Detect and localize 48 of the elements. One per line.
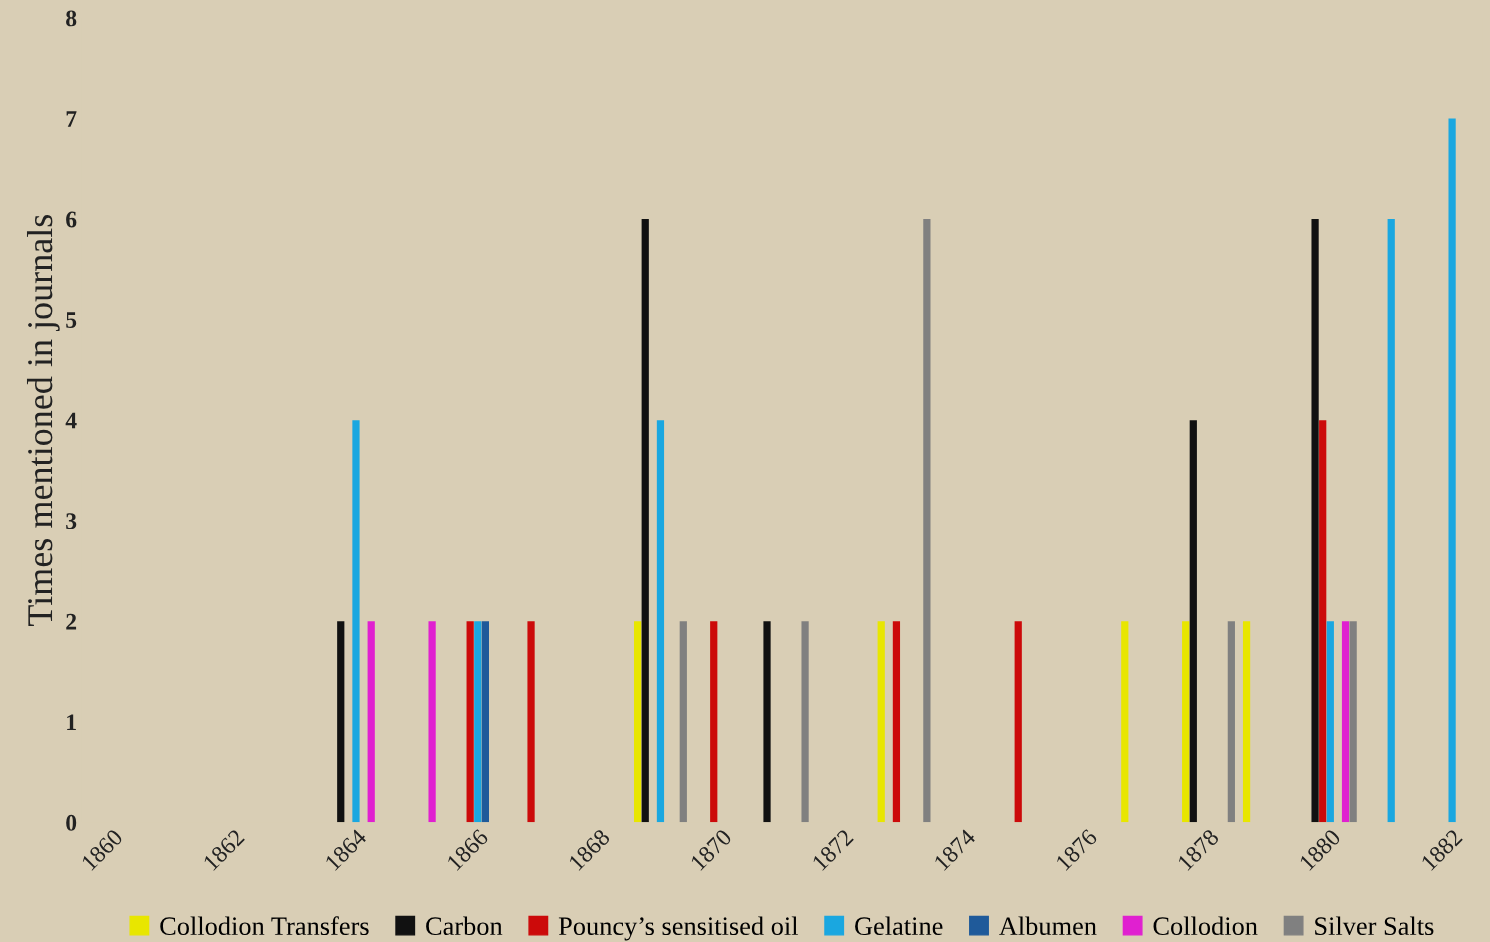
- bar: [710, 621, 718, 823]
- y-tick-label: 3: [66, 513, 77, 530]
- bar: [527, 621, 535, 823]
- bar: [877, 621, 885, 823]
- bar: [923, 219, 931, 823]
- legend-label: Carbon: [426, 916, 503, 936]
- bar: [428, 621, 436, 823]
- legend-label: Collodion Transfers: [160, 916, 369, 936]
- bar: [679, 621, 687, 823]
- bar: [1227, 621, 1235, 823]
- bar: [1448, 118, 1456, 823]
- bar: [367, 621, 375, 823]
- y-tick-label: 7: [66, 111, 77, 127]
- bar: [763, 621, 771, 823]
- bar: [801, 621, 809, 823]
- y-axis-title: Times mentioned in journals: [26, 214, 60, 626]
- bar: [1311, 219, 1319, 823]
- bar: [1182, 621, 1190, 823]
- legend-label: Collodion: [1153, 916, 1258, 936]
- y-tick-label: 6: [66, 211, 77, 228]
- legend-label: Albumen: [999, 916, 1097, 936]
- legend-label: Gelatine: [855, 916, 943, 936]
- bar: [641, 219, 649, 823]
- bar: [352, 420, 360, 823]
- bar: [1387, 219, 1395, 823]
- y-tick-label: 8: [66, 10, 77, 27]
- bar: [1326, 621, 1334, 823]
- legend-label: Silver Salts: [1315, 916, 1434, 936]
- bar: [656, 420, 665, 823]
- bar: [337, 621, 345, 823]
- bar: [1189, 420, 1197, 823]
- bar: [1242, 621, 1251, 823]
- bar: [1014, 621, 1022, 823]
- bar: [1121, 621, 1129, 823]
- y-tick-label: 1: [67, 714, 76, 730]
- bar: [634, 621, 642, 823]
- bar: [466, 621, 474, 823]
- bar: [474, 621, 482, 823]
- y-tick-label: 2: [66, 613, 77, 630]
- bar: [1319, 420, 1327, 823]
- legend-label: Pouncy’s sensitised oil: [558, 916, 799, 941]
- bar: [481, 621, 489, 823]
- y-tick-label: 0: [66, 814, 77, 831]
- y-tick-label: 5: [66, 312, 77, 328]
- bar: [1341, 621, 1350, 823]
- bar: [892, 621, 901, 823]
- bar: [1349, 621, 1357, 823]
- y-tick-label: 4: [65, 412, 77, 429]
